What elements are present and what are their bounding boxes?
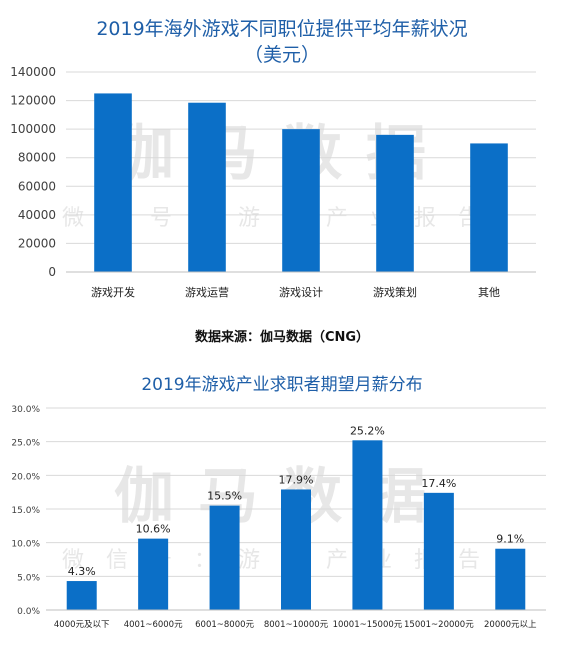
y-tick-label: 0 <box>48 265 56 279</box>
data-source-note: 数据来源：伽马数据（CNG） <box>194 330 370 345</box>
chart-plot-area: 0 20000 40000 60000 80000 100000 120000 140000 游… <box>10 65 536 299</box>
data-label: 25.2% <box>350 424 385 437</box>
y-tick-label: 30.0% <box>11 405 40 415</box>
y-tick-label: 100000 <box>10 122 56 136</box>
x-category-label: 4001~6000元 <box>124 620 183 630</box>
data-label: 15.5% <box>207 490 242 503</box>
bar <box>66 581 97 610</box>
chart-expected-monthly-salary: 伽马数据 微信号：游戏产业报告 2019年游戏产业求职者期望月薪分布 0.0%5… <box>0 366 564 650</box>
y-tick-label: 10.0% <box>11 540 40 550</box>
y-tick-label: 20000 <box>18 236 56 250</box>
y-tick-label: 40000 <box>18 208 56 222</box>
y-tick-label: 25.0% <box>11 439 40 449</box>
x-category-label: 6001~8000元 <box>195 620 254 630</box>
bar <box>209 505 240 610</box>
x-category-label: 游戏运营 <box>185 285 229 299</box>
y-tick-label: 20.0% <box>11 472 40 482</box>
bar <box>470 143 508 272</box>
chart-plot-area: 0.0% 5.0% 10.0% 15.0% 20.0% 25.0% 30.0% 4000元及以… <box>11 405 546 630</box>
bar <box>281 489 311 610</box>
x-category-label: 20000元以上 <box>484 620 537 630</box>
data-label: 17.9% <box>279 473 314 486</box>
x-category-label: 4000元及以下 <box>54 620 110 630</box>
y-tick-label: 60000 <box>18 179 56 193</box>
chart-title: 2019年游戏产业求职者期望月薪分布 <box>141 375 423 395</box>
y-tick-label: 15.0% <box>11 506 40 516</box>
y-tick-label: 0.0% <box>17 607 40 617</box>
x-category-label: 游戏设计 <box>279 286 323 299</box>
y-tick-label: 120000 <box>10 94 56 108</box>
y-tick-label: 140000 <box>10 65 56 79</box>
data-label: 4.3% <box>68 565 96 578</box>
x-category-label: 其他 <box>478 286 500 299</box>
bar <box>138 538 169 610</box>
chart-annual-salary: 伽马数据 微信号：游戏产业报告 2019年海外游戏不同职位提供平均年薪状况 （美… <box>0 0 564 318</box>
data-label: 9.1% <box>496 533 524 546</box>
bar <box>94 93 132 272</box>
chart-title: 2019年海外游戏不同职位提供平均年薪状况 <box>96 18 468 40</box>
data-label: 17.4% <box>421 477 456 490</box>
x-category-label: 8001~10000元 <box>264 620 329 630</box>
bar <box>352 440 383 610</box>
y-tick-label: 5.0% <box>17 573 40 583</box>
bar <box>495 548 526 610</box>
bar <box>282 129 320 272</box>
y-tick-label: 80000 <box>18 151 56 165</box>
data-label: 10.6% <box>136 523 171 536</box>
x-category-label: 游戏策划 <box>373 285 417 299</box>
x-category-label: 10001~15000元 <box>333 620 403 630</box>
bar <box>423 492 454 610</box>
bar <box>188 102 226 272</box>
x-category-label: 15001~20000元 <box>404 620 474 630</box>
x-category-label: 游戏开发 <box>91 285 135 299</box>
bar <box>376 134 414 272</box>
chart-subtitle: （美元） <box>243 44 320 66</box>
